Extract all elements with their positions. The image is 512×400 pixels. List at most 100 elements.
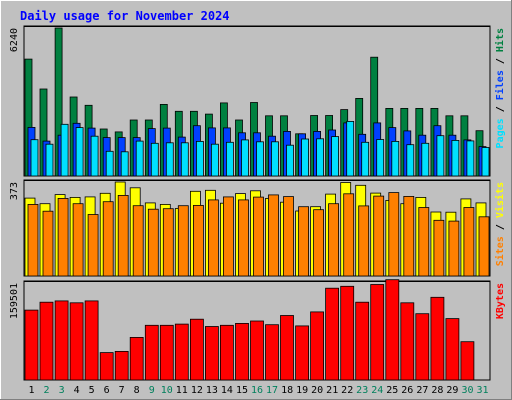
bar-pages — [75, 127, 84, 177]
bar-sites — [343, 193, 355, 277]
side-label-sites: Sites — [494, 236, 506, 266]
y-max-label: 6240 — [9, 28, 20, 52]
panel-visits-sites: 373 Sites / Visits — [9, 179, 506, 277]
bar-sites — [448, 220, 460, 277]
bar-sites — [283, 196, 294, 277]
bar-kbytes — [385, 279, 400, 381]
x-tick-label: 2 — [43, 385, 49, 396]
bar-sites — [27, 203, 39, 277]
x-tick-label: 9 — [149, 385, 155, 396]
side-label-hits-files-pages: Pages / Files / Hits — [494, 28, 506, 148]
x-tick-label: 11 — [176, 385, 188, 396]
x-tick-label: 20 — [311, 385, 323, 396]
bar-pages — [316, 138, 325, 177]
bar-sites — [433, 219, 445, 277]
x-tick-label: 13 — [206, 385, 218, 396]
x-tick-label: 6 — [104, 385, 110, 396]
side-label-separator: / — [495, 218, 506, 236]
bar-kbytes — [69, 302, 84, 381]
bar-sites — [313, 209, 325, 277]
chart-panels: 6240 Pages / Files / Hits 373 Sites / Visit… — [9, 25, 506, 381]
x-tick-label: 16 — [251, 385, 263, 396]
bar-sites — [253, 196, 264, 277]
bar-sites — [147, 208, 159, 277]
bar-kbytes — [189, 318, 204, 381]
bar-sites — [418, 207, 430, 277]
side-label-separator: / — [495, 100, 506, 118]
bar-kbytes — [84, 300, 99, 381]
bar-kbytes — [204, 326, 219, 381]
bar-sites — [403, 195, 415, 277]
bar-pages — [225, 141, 234, 177]
bar-kbytes — [265, 324, 279, 381]
x-tick-label: 4 — [74, 385, 80, 396]
bar-sites — [87, 214, 99, 277]
x-axis-labels: 1 2 3 4 5 6 7 8 9 10 11 12 13 14 15 16 17 18 19 20 21 22 23 24 2… — [28, 385, 488, 396]
bar-pages — [120, 151, 129, 177]
side-label-separator: / — [495, 52, 506, 70]
bar-pages — [376, 139, 385, 177]
bar-sites — [207, 199, 219, 277]
x-tick-label: 17 — [266, 385, 278, 396]
bar-sites — [42, 210, 54, 277]
series-pages — [30, 121, 490, 177]
bar-kbytes — [144, 324, 159, 381]
bar-pages — [241, 139, 249, 177]
bar-pages — [346, 121, 355, 177]
bar-sites — [373, 195, 385, 277]
x-tick-label: 8 — [134, 385, 140, 396]
bar-pages — [481, 147, 490, 177]
side-label-visits: Visits — [494, 182, 506, 218]
x-tick-label: 31 — [476, 385, 488, 396]
x-tick-label: 1 — [28, 385, 34, 396]
side-label-kbytes: KBytes — [495, 283, 506, 319]
bar-kbytes — [235, 322, 249, 381]
bar-pages — [301, 138, 310, 177]
bar-kbytes — [400, 302, 415, 381]
bar-sites — [132, 205, 144, 277]
bar-pages — [195, 140, 204, 177]
series-kbytes — [24, 279, 475, 381]
side-label-files: Files — [494, 70, 506, 100]
x-tick-label: 25 — [386, 385, 398, 396]
bar-sites — [162, 208, 174, 277]
bar-kbytes — [174, 323, 189, 381]
bar-pages — [135, 140, 144, 177]
bar-sites — [72, 203, 84, 277]
bar-kbytes — [219, 324, 234, 381]
bar-sites — [102, 201, 114, 277]
bar-sites — [192, 204, 204, 277]
bar-sites — [117, 194, 129, 277]
x-tick-label: 10 — [161, 385, 173, 396]
bar-sites — [268, 194, 279, 277]
bar-kbytes — [460, 341, 475, 381]
side-label-kbytes: KBytes — [495, 283, 506, 319]
x-tick-label: 28 — [431, 385, 443, 396]
x-tick-label: 19 — [296, 385, 308, 396]
x-tick-label: 3 — [59, 385, 65, 396]
bar-pages — [286, 144, 294, 177]
bar-pages — [391, 140, 400, 177]
x-tick-label: 22 — [341, 385, 353, 396]
bar-sites — [478, 216, 490, 277]
y-max-label: 373 — [9, 182, 20, 200]
bar-kbytes — [295, 325, 310, 381]
x-tick-label: 14 — [221, 385, 233, 396]
x-tick-label: 30 — [461, 385, 473, 396]
bar-kbytes — [370, 284, 385, 381]
side-label-pages: Pages — [495, 118, 506, 148]
x-tick-label: 26 — [401, 385, 413, 396]
bar-kbytes — [39, 301, 54, 381]
bar-pages — [451, 139, 460, 177]
bar-pages — [90, 135, 99, 177]
x-tick-label: 29 — [446, 385, 458, 396]
x-tick-label: 18 — [281, 385, 293, 396]
bar-sites — [463, 207, 475, 277]
x-tick-label: 7 — [119, 385, 125, 396]
bar-pages — [60, 123, 69, 177]
bar-pages — [331, 136, 340, 177]
x-tick-label: 27 — [416, 385, 428, 396]
panel-hits-files-pages: 6240 Pages / Files / Hits — [9, 25, 506, 177]
bar-kbytes — [54, 300, 69, 381]
